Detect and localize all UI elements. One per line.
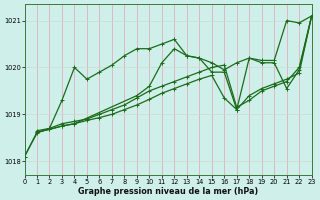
X-axis label: Graphe pression niveau de la mer (hPa): Graphe pression niveau de la mer (hPa) <box>78 187 258 196</box>
